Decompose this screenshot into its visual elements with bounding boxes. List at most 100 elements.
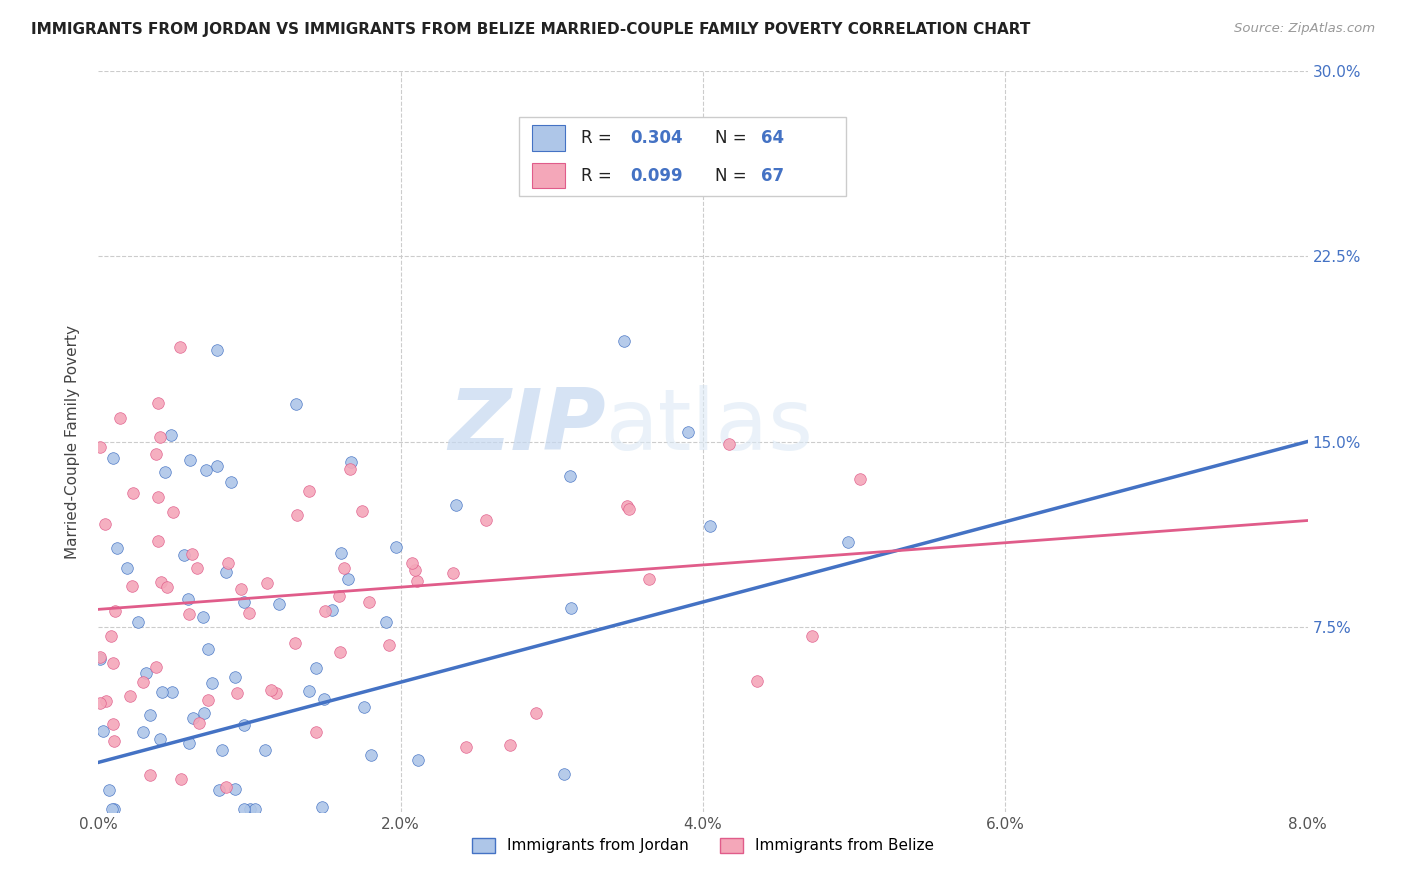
Point bbox=[239, 802, 262, 816]
Point bbox=[359, 595, 381, 609]
Point bbox=[177, 592, 200, 607]
Point bbox=[560, 601, 582, 615]
Point bbox=[181, 711, 204, 725]
Point bbox=[224, 670, 246, 684]
Point bbox=[211, 743, 233, 757]
Point bbox=[314, 604, 336, 618]
Point bbox=[162, 505, 184, 519]
FancyBboxPatch shape bbox=[519, 118, 846, 196]
Point bbox=[150, 575, 173, 590]
Point bbox=[118, 689, 141, 703]
Point bbox=[285, 397, 308, 411]
Point bbox=[89, 649, 111, 664]
Point bbox=[101, 656, 124, 670]
Point bbox=[350, 503, 373, 517]
Point bbox=[132, 724, 155, 739]
Point bbox=[139, 707, 162, 722]
Point bbox=[385, 540, 408, 554]
Point bbox=[314, 691, 336, 706]
Point bbox=[89, 696, 111, 710]
Point bbox=[115, 561, 138, 575]
Point bbox=[107, 541, 129, 555]
FancyBboxPatch shape bbox=[531, 125, 565, 151]
Point bbox=[146, 396, 169, 410]
Point bbox=[215, 780, 238, 795]
Point bbox=[676, 425, 699, 439]
Point bbox=[208, 782, 231, 797]
Point bbox=[837, 534, 859, 549]
Point bbox=[401, 556, 423, 570]
Point bbox=[405, 574, 427, 588]
Point bbox=[195, 463, 218, 477]
Point bbox=[617, 502, 640, 516]
Text: 0.099: 0.099 bbox=[630, 167, 683, 185]
Point bbox=[160, 428, 183, 442]
FancyBboxPatch shape bbox=[531, 163, 565, 188]
Point bbox=[360, 748, 382, 763]
Point bbox=[267, 597, 290, 611]
Text: Source: ZipAtlas.com: Source: ZipAtlas.com bbox=[1234, 22, 1375, 36]
Point bbox=[444, 499, 467, 513]
Point bbox=[475, 513, 498, 527]
Point bbox=[145, 447, 167, 461]
Point bbox=[94, 694, 117, 708]
Point bbox=[177, 607, 200, 621]
Point bbox=[304, 725, 326, 739]
Point bbox=[139, 767, 162, 781]
Point bbox=[89, 652, 111, 666]
Point bbox=[179, 453, 201, 467]
Point bbox=[330, 546, 353, 560]
Point bbox=[103, 717, 125, 731]
Point bbox=[254, 743, 277, 757]
Point bbox=[104, 604, 127, 618]
Text: R =: R = bbox=[581, 128, 617, 147]
Point bbox=[193, 706, 215, 720]
Point bbox=[441, 566, 464, 580]
Legend: Immigrants from Jordan, Immigrants from Belize: Immigrants from Jordan, Immigrants from … bbox=[467, 832, 939, 860]
Point bbox=[132, 675, 155, 690]
Point bbox=[848, 472, 870, 486]
Point bbox=[233, 802, 256, 816]
Point bbox=[699, 518, 721, 533]
Point bbox=[332, 561, 354, 575]
Point bbox=[353, 700, 375, 714]
Point bbox=[93, 723, 115, 738]
Point bbox=[148, 491, 170, 505]
Point bbox=[156, 580, 179, 594]
Point bbox=[170, 772, 193, 786]
Point bbox=[238, 606, 260, 620]
Point bbox=[337, 572, 360, 586]
Point bbox=[149, 731, 172, 746]
Point bbox=[186, 560, 208, 574]
Point bbox=[329, 644, 352, 658]
Point bbox=[145, 660, 167, 674]
Point bbox=[201, 676, 224, 690]
Point bbox=[100, 629, 122, 643]
Point bbox=[408, 753, 430, 767]
Point bbox=[101, 802, 124, 816]
Point bbox=[284, 636, 307, 650]
Point bbox=[232, 718, 254, 732]
Text: N =: N = bbox=[716, 128, 752, 147]
Point bbox=[215, 565, 238, 579]
Point bbox=[103, 802, 125, 816]
Point bbox=[340, 455, 363, 469]
Point bbox=[616, 499, 638, 513]
Point bbox=[205, 458, 228, 473]
Point bbox=[103, 733, 125, 747]
Point bbox=[101, 451, 124, 466]
Point bbox=[305, 661, 328, 675]
Point bbox=[149, 430, 172, 444]
Point bbox=[121, 579, 143, 593]
Point bbox=[553, 767, 575, 781]
Point bbox=[197, 642, 219, 657]
Point bbox=[197, 693, 219, 707]
Point bbox=[181, 547, 204, 561]
Text: N =: N = bbox=[716, 167, 752, 185]
Point bbox=[266, 686, 288, 700]
Point bbox=[259, 683, 281, 698]
Point bbox=[191, 610, 214, 624]
Text: ZIP: ZIP bbox=[449, 385, 606, 468]
Point bbox=[526, 706, 548, 721]
Point bbox=[153, 465, 176, 479]
